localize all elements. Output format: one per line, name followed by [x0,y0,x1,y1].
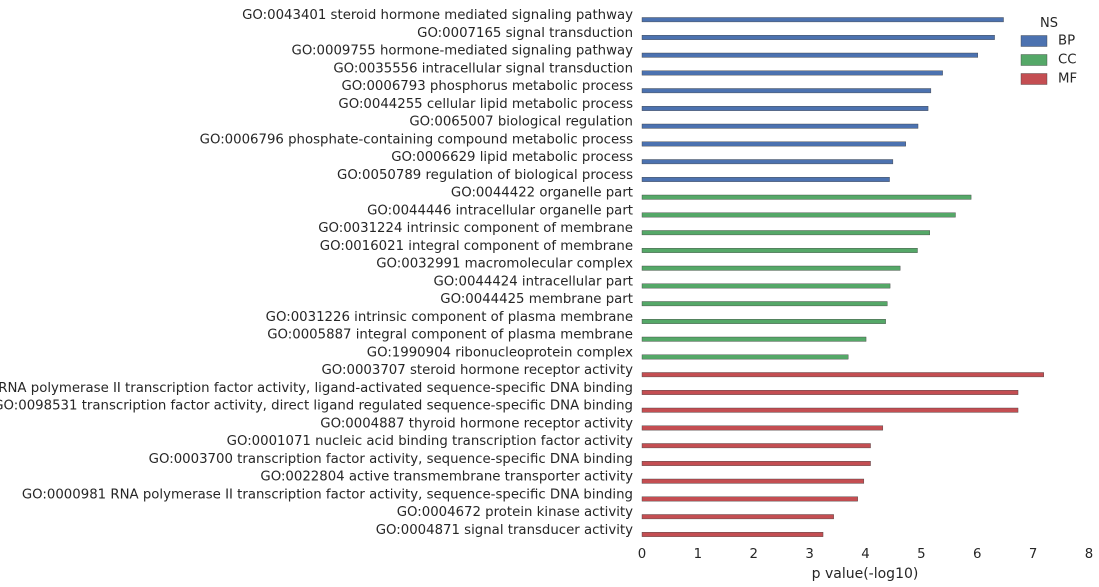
bar-bp [641,17,1004,23]
bar-cc [641,301,888,307]
category-label: GO:0044422 organelle part [451,186,633,201]
bar-mf [641,372,1044,378]
bar-bp [641,141,906,147]
category-label: GO:0006796 phosphate-containing compound… [200,132,633,147]
x-tick-label: 4 [861,547,869,562]
category-label: GO:0006629 lipid metabolic process [391,150,633,165]
bar-bp [641,177,890,182]
bar-mf [641,390,1019,395]
category-label: GO:0004887 thyroid hormone receptor acti… [320,416,633,431]
category-labels: GO:0043401 steroid hormone mediated sign… [0,8,633,538]
category-label: GO:0001071 nucleic acid binding transcri… [227,434,633,449]
bar-mf [641,407,1019,413]
category-label: GO:0065007 biological regulation [409,115,633,130]
category-label: GO:0032991 macromolecular complex [376,257,633,272]
legend-swatch-mf [1020,73,1048,85]
bar-cc [641,194,972,200]
x-tick-label: 2 [750,547,758,562]
bar-cc [641,283,891,289]
category-label: GO:0005887 integral component of plasma … [267,328,633,343]
category-label: GO:0016021 integral component of membran… [320,239,633,254]
legend-title: NS [1040,16,1058,31]
category-label: GO:0022804 active transmembrane transpor… [260,470,633,485]
category-label: GO:0044425 membrane part [440,292,633,307]
x-tick-label: 0 [638,547,646,562]
bar-bp [641,70,943,76]
legend-swatch-cc [1020,54,1048,66]
category-label: GO:0098531 transcription factor activity… [0,399,633,414]
bar-cc [641,354,849,360]
category-label: GO:0050789 regulation of biological proc… [337,168,633,183]
category-label: GO:0004879 RNA polymerase II transcripti… [0,381,633,396]
bar-bp [641,123,919,129]
category-label: GO:0031224 intrinsic component of membra… [318,221,633,236]
category-label: GO:0009755 hormone-mediated signaling pa… [292,44,634,59]
bar-mf [641,532,824,537]
legend-label-bp: BP [1058,34,1075,49]
category-label: GO:0003707 steroid hormone receptor acti… [321,363,633,378]
category-label: GO:1990904 ribonucleoprotein complex [367,345,633,360]
bar-mf [641,443,871,449]
x-tick-label: 6 [973,547,981,562]
category-label: GO:0004672 protein kinase activity [397,505,633,520]
category-label: GO:0006793 phosphorus metabolic process [341,79,633,94]
category-label: GO:0031226 intrinsic component of plasma… [266,310,633,325]
bar-bp [641,159,894,165]
bar-mf [641,478,865,484]
legend-label-cc: CC [1058,53,1077,68]
legend: NS BP CC MF [1020,16,1077,87]
category-label: GO:0043401 steroid hormone mediated sign… [242,8,633,23]
bar-cc [641,230,930,236]
category-label: GO:0044255 cellular lipid metabolic proc… [338,97,633,112]
x-tick-label: 5 [917,547,925,562]
category-label: GO:0004871 signal transducer activity [376,523,633,538]
bar-cc [641,248,918,253]
bar-cc [641,319,886,324]
bar-mf [641,425,884,431]
x-axis-ticks: 0 1 2 3 4 5 6 7 8 [638,547,1093,562]
x-tick-label: 7 [1029,547,1037,562]
category-label: GO:0003700 transcription factor activity… [149,452,633,467]
bar-bp [641,35,995,40]
bar-mf [641,496,858,502]
bar-bp [641,106,929,111]
x-tick-label: 1 [694,547,702,562]
bar-mf [641,514,834,520]
bar-bp [641,52,979,58]
x-tick-label: 3 [805,547,813,562]
bar-mf [641,461,871,466]
category-label: GO:0044424 intracellular part [433,274,633,289]
bar-cc [641,265,901,271]
bar-cc [641,336,867,342]
category-label: GO:0035556 intracellular signal transduc… [333,61,633,76]
legend-label-mf: MF [1058,72,1077,87]
x-axis-title: p value(-log10) [812,566,919,582]
bar-bp [641,88,932,94]
bars-layer [641,17,1044,537]
category-label: GO:0000981 RNA polymerase II transcripti… [22,487,633,502]
x-tick-label: 8 [1085,547,1093,562]
category-label: GO:0044446 intracellular organelle part [367,203,633,218]
category-label: GO:0007165 signal transduction [417,26,633,41]
bar-cc [641,212,956,218]
legend-swatch-bp [1020,35,1048,47]
